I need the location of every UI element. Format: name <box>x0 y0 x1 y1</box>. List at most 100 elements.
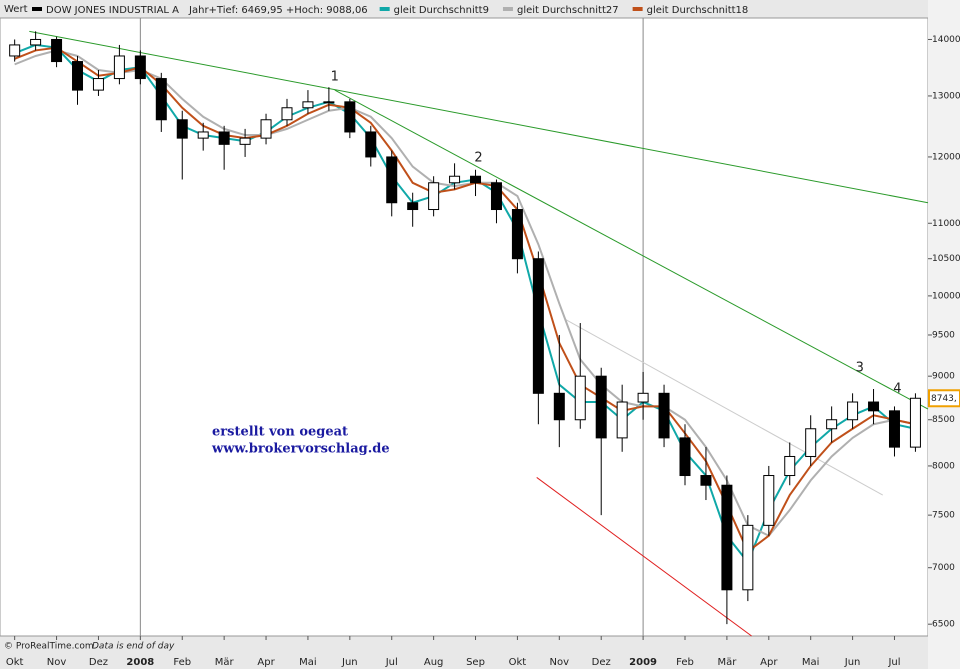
candle-body <box>868 401 880 412</box>
legend-swatch <box>379 7 390 11</box>
candle-body <box>532 258 544 394</box>
candle-body <box>344 101 356 133</box>
annotation: 4 <box>893 381 901 396</box>
candle-body <box>574 375 586 421</box>
candle-body <box>92 78 104 91</box>
x-tick-label: Nov <box>550 657 570 668</box>
candle-body <box>616 401 628 439</box>
legend-swatch <box>632 7 643 11</box>
candle-body <box>847 401 859 421</box>
x-tick-label: Mai <box>802 657 820 668</box>
x-tick-label: Mär <box>215 657 235 668</box>
last-price-label: 8743, <box>931 394 957 404</box>
y-tick-label: 7500 <box>932 511 955 521</box>
annotation: 1 <box>331 69 339 84</box>
x-tick-label: Sep <box>466 657 485 668</box>
candle-body <box>909 397 921 448</box>
plot-area <box>0 17 929 637</box>
x-tick-label: Jul <box>385 657 398 668</box>
legend-label: gleit Durchschnitt9 <box>394 5 489 16</box>
x-tick-label: Apr <box>760 657 778 668</box>
candle-body <box>176 119 188 139</box>
x-tick-label: 2008 <box>126 657 154 668</box>
annotation: 3 <box>856 360 864 375</box>
candle-body <box>30 38 42 46</box>
y-tick-label: 14000 <box>932 35 960 45</box>
candle-body <box>470 175 482 184</box>
x-tick-label: Mai <box>299 657 317 668</box>
y-tick-label: 8500 <box>932 415 955 425</box>
candle-body <box>386 156 398 204</box>
candle-body <box>323 101 335 104</box>
axis-label: Wert <box>4 4 28 15</box>
candle-body <box>9 44 21 57</box>
candle-body <box>742 524 754 591</box>
y-tick-label: 12000 <box>932 152 960 162</box>
trend-line <box>564 318 883 496</box>
candle-body <box>595 375 607 439</box>
candle-body <box>260 119 272 139</box>
y-tick-label: 10000 <box>932 291 960 301</box>
watermark: www.brokervorschlag.de <box>211 442 390 457</box>
candle-body <box>679 437 691 477</box>
candle-body <box>113 55 125 80</box>
candle-body <box>218 131 230 145</box>
watermark: erstellt von oegeat <box>212 425 348 440</box>
x-tick-label: Feb <box>676 657 694 668</box>
y-tick-label: 11000 <box>932 219 960 229</box>
candle-body <box>365 131 377 158</box>
candle-body <box>511 209 523 260</box>
candle-body <box>449 175 461 184</box>
candle-body <box>239 137 251 145</box>
x-tick-label: Aug <box>424 657 444 668</box>
x-tick-label: Feb <box>173 657 191 668</box>
x-tick-label: Okt <box>509 657 527 668</box>
candle-body <box>763 475 775 526</box>
candle-body <box>700 475 712 486</box>
x-tick-label: Mär <box>717 657 737 668</box>
candle-body <box>658 392 670 439</box>
x-tick-label: 2009 <box>629 657 657 668</box>
candle-body <box>281 107 293 121</box>
x-tick-label: Nov <box>47 657 67 668</box>
x-tick-label: Apr <box>257 657 275 668</box>
legend-label: gleit Durchschnitt27 <box>517 5 619 16</box>
candle-body <box>134 55 146 80</box>
y-tick-label: 8000 <box>932 461 955 471</box>
trend-line <box>334 89 929 410</box>
candle-body <box>155 78 167 121</box>
x-tick-label: Dez <box>592 657 611 668</box>
trend-line <box>29 30 929 204</box>
legend-info: Jahr+Tief: 6469,95 +Hoch: 9088,06 <box>188 5 368 16</box>
candle-body <box>826 419 838 430</box>
legend-label: DOW JONES INDUSTRIAL A <box>46 5 179 16</box>
candle-body <box>197 131 209 139</box>
candle-body <box>721 484 733 591</box>
last-price-box <box>928 389 960 408</box>
candle-body <box>784 455 796 477</box>
x-tick-label: Dez <box>89 657 108 668</box>
legend-swatch <box>32 7 42 11</box>
y-tick-label: 9000 <box>932 372 955 382</box>
candle-body <box>637 392 649 403</box>
trend-line <box>536 477 752 637</box>
footer: © ProRealTime.com <box>4 642 94 652</box>
annotation: 2 <box>474 151 482 166</box>
x-tick-label: Jun <box>844 657 861 668</box>
y-axis-panel <box>928 0 960 669</box>
candle-body <box>490 182 502 211</box>
footer: Data is end of day <box>92 642 175 652</box>
candle-body <box>302 101 314 109</box>
legend-swatch <box>502 7 513 11</box>
legend-label: gleit Durchschnitt18 <box>647 5 749 16</box>
candle-body <box>51 38 63 63</box>
candle-body <box>805 428 817 457</box>
y-tick-label: 7000 <box>932 563 955 573</box>
x-tick-label: Jun <box>341 657 358 668</box>
candle-body <box>888 410 900 448</box>
candle-body <box>72 61 84 91</box>
candle-body <box>553 392 565 421</box>
candle-body <box>428 182 440 211</box>
candle-body <box>407 202 419 211</box>
